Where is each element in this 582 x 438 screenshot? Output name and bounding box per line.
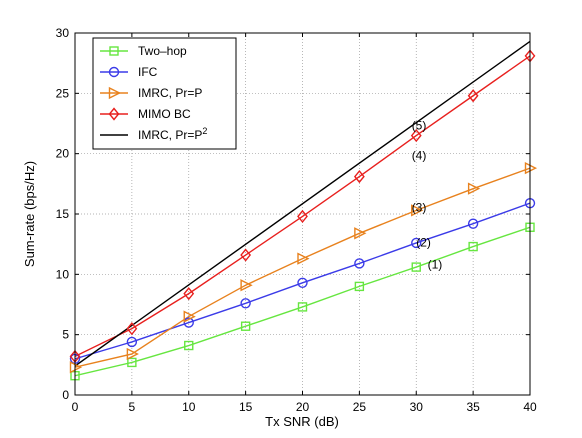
axis-ticks: 0 5 10 15 20 25 30 35 40 0 5 10 15 20 25 30 <box>56 26 537 414</box>
x-tick-label: 20 <box>296 400 310 414</box>
legend-entry-superscript: 2 <box>202 126 207 136</box>
series-line-ifc-1 <box>75 202 530 360</box>
data-point-two-hop-0 <box>127 357 137 368</box>
x-tick-label: 40 <box>523 400 537 414</box>
data-point-ifc-1 <box>411 237 422 249</box>
y-tick-label: 20 <box>56 147 70 161</box>
legend-marker <box>108 66 120 78</box>
y-tick-label: 10 <box>56 267 70 281</box>
y-tick-label: 30 <box>56 26 70 40</box>
data-point-imrc-pr-p-2 <box>354 227 367 240</box>
data-point-mimo-bc-3 <box>183 287 195 301</box>
data-point-imrc-pr-p-2 <box>467 182 481 195</box>
data-point-mimo-bc-3 <box>410 128 422 143</box>
annotation-label: (4) <box>412 149 427 163</box>
x-tick-label: 25 <box>353 400 367 414</box>
y-axis-label: Sum-rate (bps/Hz) <box>22 161 37 267</box>
series-line-imrc-pr-p-2 <box>75 167 530 368</box>
data-point-mimo-bc-3 <box>297 209 308 224</box>
data-point-two-hop-0 <box>468 241 478 252</box>
x-tick-label: 15 <box>239 400 253 414</box>
data-point-mimo-bc-3 <box>240 248 252 262</box>
y-tick-label: 25 <box>56 86 70 100</box>
data-point-imrc-pr-p-2 <box>183 310 196 323</box>
data-point-ifc-1 <box>467 218 479 229</box>
data-point-two-hop-0 <box>240 321 251 331</box>
annotation-label: (3) <box>412 201 427 215</box>
x-tick-label: 35 <box>466 400 480 414</box>
data-point-mimo-bc-3 <box>126 322 138 336</box>
legend-marker <box>108 107 120 121</box>
x-tick-label: 5 <box>129 400 136 414</box>
data-point-imrc-pr-p-2 <box>126 347 139 361</box>
data-point-ifc-1 <box>126 336 138 348</box>
y-tick-label: 15 <box>56 207 70 221</box>
data-point-two-hop-0 <box>411 262 421 272</box>
data-point-ifc-1 <box>183 317 194 328</box>
data-point-ifc-1 <box>354 258 365 269</box>
series-line-two-hop-0 <box>75 226 530 377</box>
series-layer <box>75 40 530 377</box>
legend-entry-label: IMRC, Pr=P <box>138 86 202 100</box>
y-tick-label: 5 <box>62 328 69 342</box>
data-point-ifc-1 <box>240 298 251 309</box>
series-line-imrc-pr-p-2-4 <box>75 40 530 367</box>
annotation-label: (1) <box>428 257 443 271</box>
y-tick-label: 0 <box>62 388 69 402</box>
data-point-two-hop-0 <box>297 302 308 312</box>
x-tick-label: 0 <box>72 400 79 414</box>
legend-entry-label: IMRC, Pr=P2 <box>138 126 207 142</box>
data-point-two-hop-0 <box>354 281 365 292</box>
data-point-mimo-bc-3 <box>353 169 365 184</box>
annotation-label: (5) <box>412 119 427 133</box>
data-point-two-hop-0 <box>184 340 194 351</box>
data-point-mimo-bc-3 <box>467 89 479 103</box>
data-point-imrc-pr-p-2 <box>411 204 424 217</box>
data-point-imrc-pr-p-2 <box>297 252 310 265</box>
legend-marker <box>108 86 122 100</box>
x-axis-label: Tx SNR (dB) <box>265 414 339 429</box>
x-tick-label: 10 <box>182 400 196 414</box>
annotation-label: (2) <box>416 236 431 250</box>
series-line-mimo-bc-3 <box>75 55 530 358</box>
curve-annotations: (1) (2) (3) (4) (5) <box>412 119 443 272</box>
legend-marker <box>109 46 119 56</box>
data-point-imrc-pr-p-2 <box>240 279 253 292</box>
x-tick-label: 30 <box>410 400 424 414</box>
legend: Two–hop IFC IMRC, Pr=P MIMO BC IMRC, Pr=P2 <box>92 37 237 150</box>
data-point-ifc-1 <box>297 277 308 288</box>
legend-entry-label: Two–hop <box>138 44 187 58</box>
legend-entry-label: IFC <box>138 65 158 79</box>
legend-entry-label: MIMO BC <box>138 107 191 121</box>
